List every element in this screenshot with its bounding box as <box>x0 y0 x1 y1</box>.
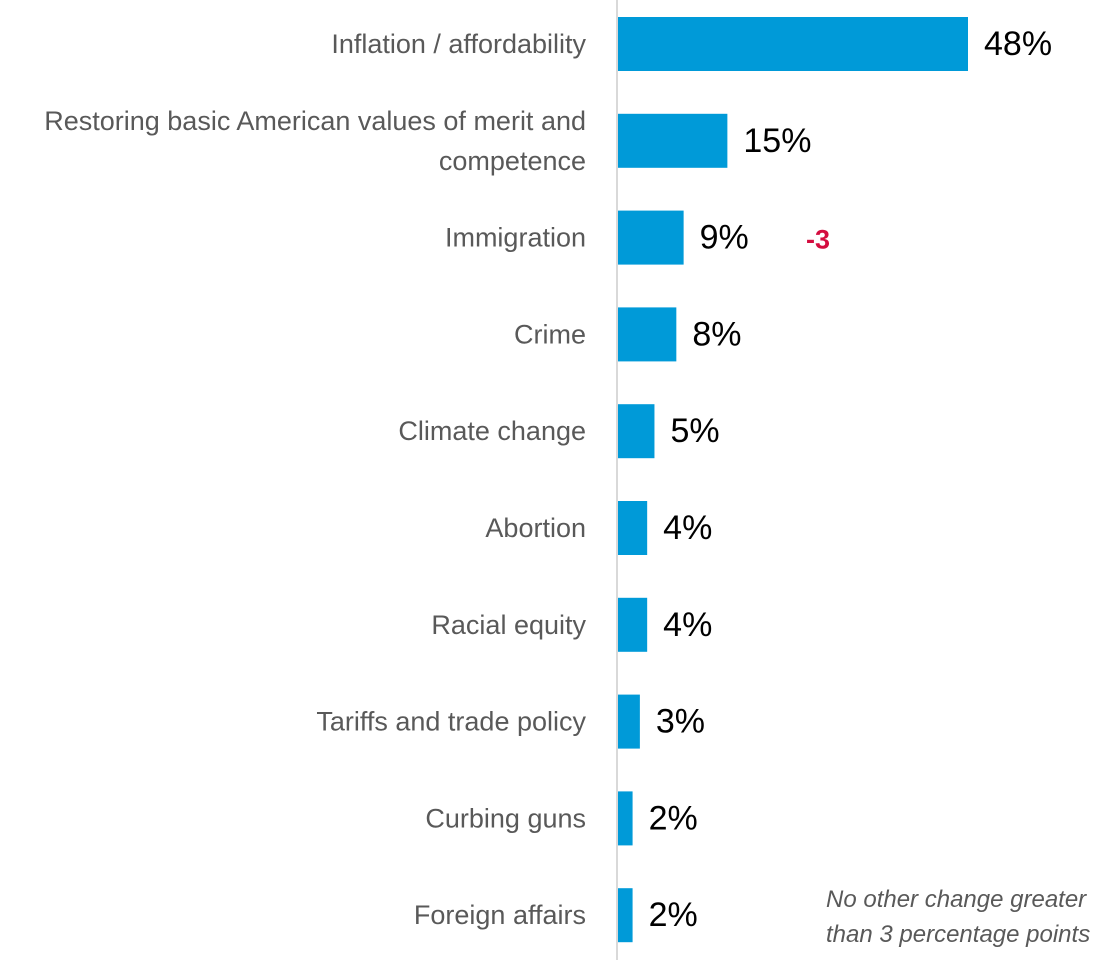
value-label: 48% <box>984 25 1052 63</box>
bar <box>618 307 677 362</box>
value-label: 3% <box>656 703 705 741</box>
bar <box>618 694 640 749</box>
value-label: 4% <box>663 509 712 547</box>
bar <box>618 501 648 555</box>
value-label: 8% <box>692 315 741 353</box>
bar <box>618 888 633 943</box>
category-label: Racial equity <box>431 610 586 640</box>
value-label: 9% <box>700 219 749 257</box>
category-label: Tariffs and trade policy <box>316 707 586 737</box>
footnote-line-1: No other change greater <box>826 886 1087 913</box>
category-label: Restoring basic American values of merit… <box>44 106 586 176</box>
bar <box>618 791 633 846</box>
category-label: Inflation / affordability <box>331 29 586 59</box>
footnote: No other change greater than 3 percentag… <box>826 882 1120 952</box>
category-label: Curbing guns <box>425 803 586 833</box>
value-label: 5% <box>670 412 719 450</box>
value-label: 4% <box>663 606 712 644</box>
value-label: 15% <box>743 122 811 160</box>
bar <box>618 210 684 265</box>
value-label: 2% <box>649 896 698 934</box>
footnote-line-2: than 3 percentage points <box>826 921 1091 948</box>
value-label: 2% <box>649 799 698 837</box>
bars-layer: Inflation / affordability 48% Restoring ba… <box>44 17 1052 943</box>
bar <box>618 113 728 168</box>
bar <box>618 597 648 652</box>
bar <box>618 404 655 459</box>
change-label: -3 <box>806 225 830 255</box>
category-label: Abortion <box>485 513 586 543</box>
category-label: Crime <box>514 319 586 349</box>
category-label: Climate change <box>398 416 586 446</box>
category-label: Immigration <box>445 223 586 253</box>
bar <box>618 17 968 71</box>
category-label: Foreign affairs <box>414 900 586 930</box>
